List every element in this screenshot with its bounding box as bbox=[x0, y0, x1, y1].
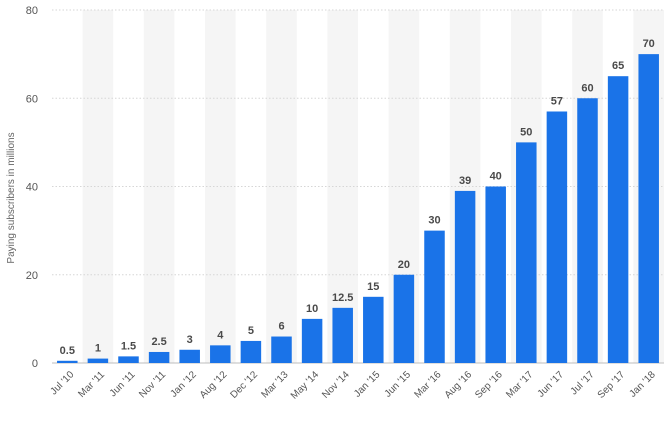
bar bbox=[393, 274, 415, 363]
x-tick-label: Mar '11 bbox=[76, 369, 107, 400]
x-tick-label: Jun '11 bbox=[108, 369, 138, 399]
bar bbox=[577, 98, 598, 363]
x-tick-label: May '14 bbox=[289, 369, 322, 402]
x-tick-label: Jan '12 bbox=[168, 369, 199, 400]
value-labels: 0.5 1 1.5 2.5 3 4 5 6 10 12.5 15 20 30 39 40 50 57 60 65 70 bbox=[60, 38, 655, 357]
bar bbox=[485, 186, 506, 363]
bar bbox=[210, 345, 231, 363]
x-tick-label: Mar '17 bbox=[504, 369, 535, 400]
bar-value-label: 70 bbox=[643, 38, 655, 50]
bar bbox=[516, 142, 537, 363]
bar bbox=[87, 358, 109, 363]
bar-value-label: 65 bbox=[612, 60, 624, 72]
bar bbox=[57, 360, 78, 363]
y-axis-ticks: 0 20 40 60 80 bbox=[26, 5, 38, 370]
y-tick-label: 0 bbox=[32, 358, 38, 370]
bar-value-label: 10 bbox=[306, 303, 318, 315]
bar-value-label: 30 bbox=[428, 215, 440, 227]
bar bbox=[454, 190, 476, 363]
bar bbox=[424, 230, 445, 363]
bar-value-label: 50 bbox=[520, 126, 532, 138]
bar bbox=[363, 296, 384, 363]
x-tick-label: Jan '15 bbox=[352, 369, 383, 400]
x-tick-label: Jun '17 bbox=[536, 369, 567, 400]
bar bbox=[240, 340, 262, 363]
x-tick-label: Dec '12 bbox=[228, 369, 260, 401]
x-tick-label: Sep '16 bbox=[473, 369, 505, 401]
bar-value-label: 0.5 bbox=[60, 345, 75, 357]
x-tick-label: Mar '13 bbox=[259, 369, 290, 400]
bar bbox=[607, 76, 629, 363]
bar-value-label: 1.5 bbox=[121, 340, 136, 352]
bars bbox=[57, 54, 659, 363]
x-tick-label: Jul '10 bbox=[48, 369, 76, 397]
bar bbox=[179, 349, 200, 363]
bar bbox=[271, 336, 292, 363]
bar-value-label: 60 bbox=[581, 82, 593, 94]
bar bbox=[332, 307, 353, 363]
bar bbox=[301, 318, 323, 363]
bar-value-label: 6 bbox=[278, 321, 284, 333]
bar bbox=[546, 111, 568, 363]
x-tick-label: Jan '18 bbox=[627, 369, 658, 400]
bar bbox=[118, 356, 139, 363]
x-tick-label: Aug '16 bbox=[443, 369, 475, 401]
x-axis-ticks: Jul '10 Mar '11 Jun '11 Nov '11 Jan '12 Aug '… bbox=[48, 369, 658, 402]
x-tick-label: Mar '16 bbox=[412, 369, 443, 400]
bar-value-label: 5 bbox=[248, 325, 254, 337]
y-tick-label: 80 bbox=[26, 5, 38, 17]
bar-value-label: 57 bbox=[551, 95, 563, 107]
x-tick-label: Nov '14 bbox=[320, 369, 352, 401]
y-axis-title: Paying subscribers in millions bbox=[6, 132, 17, 263]
bar bbox=[148, 351, 170, 363]
x-tick-label: Aug '12 bbox=[198, 369, 230, 401]
x-tick-label: Jun '15 bbox=[383, 369, 414, 400]
bar-value-label: 15 bbox=[367, 281, 379, 293]
y-tick-label: 60 bbox=[26, 93, 38, 105]
column-stripe bbox=[143, 10, 175, 363]
bar bbox=[638, 54, 659, 363]
bar-value-label: 40 bbox=[490, 171, 502, 183]
bar-value-label: 4 bbox=[217, 329, 224, 341]
x-tick-label: Nov '11 bbox=[137, 369, 168, 400]
bar-value-label: 2.5 bbox=[151, 336, 166, 348]
bar-value-label: 3 bbox=[187, 334, 193, 346]
bar-value-label: 20 bbox=[398, 259, 410, 271]
x-tick-label: Sep '17 bbox=[596, 369, 628, 401]
bar-value-label: 1 bbox=[95, 343, 101, 355]
bar-value-label: 12.5 bbox=[332, 292, 353, 304]
bar-value-label: 39 bbox=[459, 175, 471, 187]
y-tick-label: 20 bbox=[26, 270, 38, 282]
y-tick-label: 40 bbox=[26, 182, 38, 194]
column-stripe bbox=[266, 10, 297, 363]
x-tick-label: Jul '17 bbox=[569, 369, 597, 397]
